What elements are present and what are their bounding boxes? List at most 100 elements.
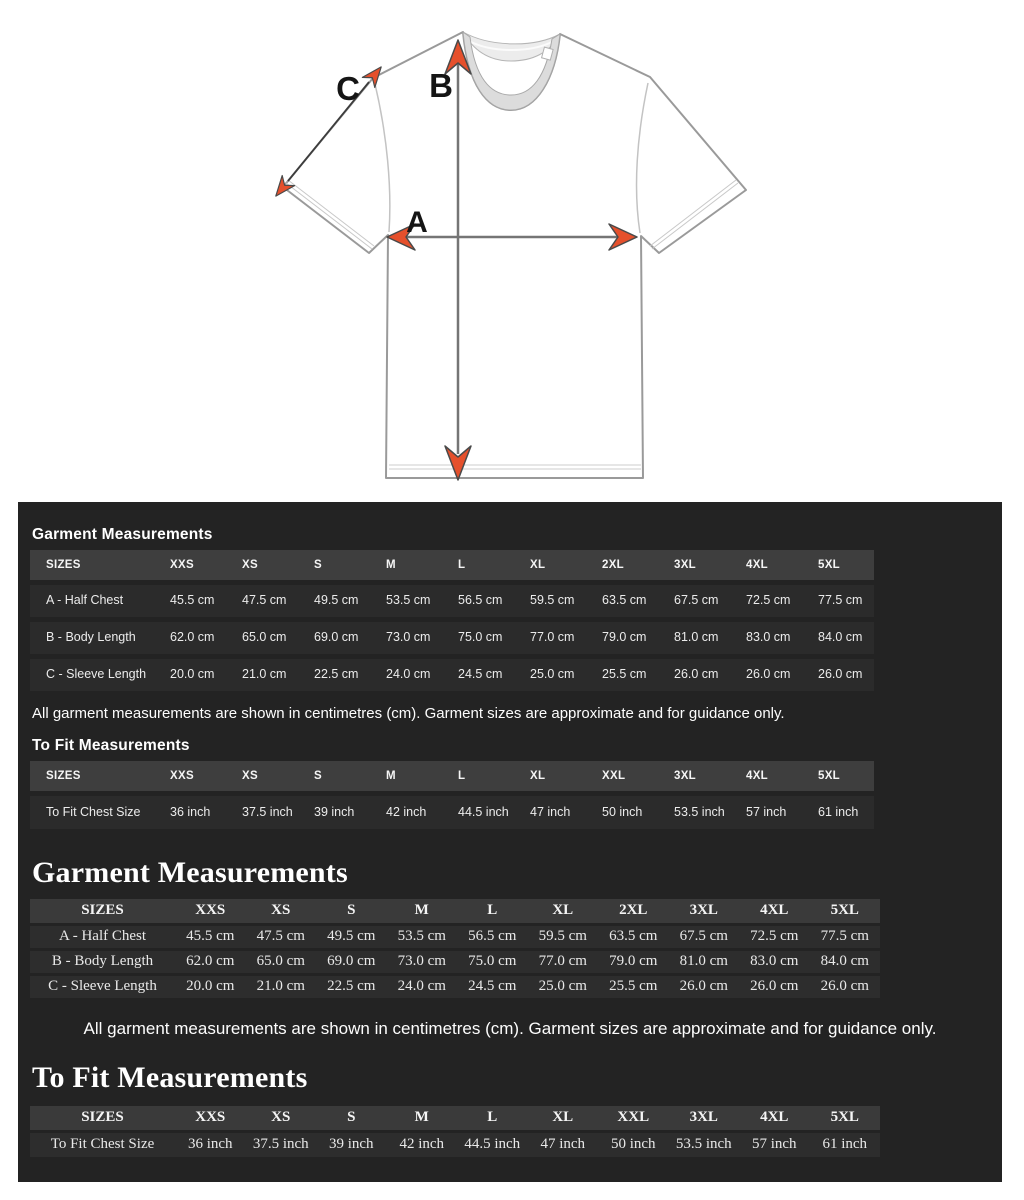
column-header: 2XL	[598, 899, 669, 923]
table-cell: 47.5 cm	[226, 585, 298, 617]
tshirt-measurement-diagram: A B C	[0, 0, 1024, 502]
table-cell: 75.0 cm	[442, 622, 514, 654]
table-cell: 25.5 cm	[598, 976, 669, 998]
table-cell: 57 inch	[739, 1133, 810, 1157]
table-cell: 75.0 cm	[457, 951, 528, 973]
table-row: A - Half Chest 45.5 cm 47.5 cm 49.5 cm 53.5 …	[30, 926, 880, 948]
row-label: B - Body Length	[30, 951, 175, 973]
table-cell: 67.5 cm	[668, 926, 739, 948]
table-cell: 26.0 cm	[802, 659, 874, 691]
column-header: M	[386, 1106, 457, 1130]
table-cell: 62.0 cm	[175, 951, 246, 973]
size-chart-panel: Garment Measurements SIZES XXS XS S M L XL 2XL 3…	[18, 502, 1002, 1182]
row-label: C - Sleeve Length	[30, 659, 154, 691]
table-cell: 69.0 cm	[298, 622, 370, 654]
measurement-label-b: B	[429, 67, 453, 104]
arrowhead-a-right	[608, 223, 638, 251]
row-label: B - Body Length	[30, 622, 154, 654]
garment-measurements-table-large: SIZES XXS XS S M L XL 2XL 3XL 4XL 5XL A - Half Ches…	[30, 896, 880, 1001]
table-cell: 57 inch	[730, 796, 802, 829]
column-header: XS	[226, 761, 298, 791]
column-header: M	[370, 550, 442, 580]
arrowhead-c-bottom	[275, 174, 296, 197]
table-cell: 83.0 cm	[739, 951, 810, 973]
tshirt-diagram-svg: A B C	[275, 30, 747, 481]
table-cell: 79.0 cm	[586, 622, 658, 654]
column-header: 3XL	[658, 761, 730, 791]
table-cell: 63.5 cm	[598, 926, 669, 948]
header-row: SIZES XXS XS S M L XL XXL 3XL 4XL 5XL	[30, 761, 874, 791]
table-cell: 21.0 cm	[245, 976, 316, 998]
table-cell: 81.0 cm	[668, 951, 739, 973]
table-cell: 26.0 cm	[809, 976, 880, 998]
column-header: XS	[245, 1106, 316, 1130]
table-cell: 59.5 cm	[527, 926, 598, 948]
collar-back-stitch	[468, 40, 555, 51]
arrowhead-a-left	[386, 223, 416, 251]
column-header: 5XL	[809, 899, 880, 923]
table-row: C - Sleeve Length 20.0 cm 21.0 cm 22.5 cm 24…	[30, 976, 880, 998]
table-cell: 62.0 cm	[154, 622, 226, 654]
table-cell: 49.5 cm	[298, 585, 370, 617]
column-header: XL	[527, 1106, 598, 1130]
measurement-line-c	[287, 81, 370, 182]
table-cell: 47 inch	[527, 1133, 598, 1157]
table-cell: 37.5 inch	[226, 796, 298, 829]
table-cell: 53.5 cm	[386, 926, 457, 948]
column-header: 4XL	[739, 899, 810, 923]
column-header: 3XL	[658, 550, 730, 580]
table-cell: 24.5 cm	[457, 976, 528, 998]
table-cell: 42 inch	[386, 1133, 457, 1157]
column-header: 4XL	[730, 761, 802, 791]
armhole-seam-left	[374, 83, 391, 233]
table-cell: 24.0 cm	[386, 976, 457, 998]
column-header: L	[442, 550, 514, 580]
row-label: A - Half Chest	[30, 585, 154, 617]
table-cell: 39 inch	[316, 1133, 387, 1157]
column-header: SIZES	[30, 761, 154, 791]
table-row: To Fit Chest Size 36 inch 37.5 inch 39 inch…	[30, 1133, 880, 1157]
table-cell: 44.5 inch	[442, 796, 514, 829]
table-cell: 79.0 cm	[598, 951, 669, 973]
table-row: A - Half Chest 45.5 cm 47.5 cm 49.5 cm 53.5 …	[30, 585, 874, 617]
column-header: XXS	[154, 761, 226, 791]
column-header: L	[442, 761, 514, 791]
table-cell: 65.0 cm	[226, 622, 298, 654]
column-header: 2XL	[586, 550, 658, 580]
column-header: XL	[527, 899, 598, 923]
table-cell: 77.5 cm	[809, 926, 880, 948]
table-cell: 24.0 cm	[370, 659, 442, 691]
table-cell: 83.0 cm	[730, 622, 802, 654]
table-row: B - Body Length 62.0 cm 65.0 cm 69.0 cm 73.0…	[30, 951, 880, 973]
column-header: XXL	[586, 761, 658, 791]
table-cell: 56.5 cm	[457, 926, 528, 948]
table-cell: 49.5 cm	[316, 926, 387, 948]
measurement-label-a: A	[406, 206, 428, 239]
table-cell: 42 inch	[370, 796, 442, 829]
column-header: SIZES	[30, 550, 154, 580]
table-cell: 26.0 cm	[730, 659, 802, 691]
table-cell: 84.0 cm	[802, 622, 874, 654]
table-cell: 72.5 cm	[730, 585, 802, 617]
column-header: L	[457, 1106, 528, 1130]
table-cell: 63.5 cm	[586, 585, 658, 617]
to-fit-measurements-heading: To Fit Measurements	[32, 737, 190, 754]
header-row: SIZES XXS XS S M L XL 2XL 3XL 4XL 5XL	[30, 550, 874, 580]
table-cell: 47 inch	[514, 796, 586, 829]
table-cell: 24.5 cm	[442, 659, 514, 691]
table-cell: 81.0 cm	[658, 622, 730, 654]
table-cell: 39 inch	[298, 796, 370, 829]
size-chart-section-compact: Garment Measurements SIZES XXS XS S M L XL 2XL 3…	[30, 526, 990, 834]
column-header: M	[386, 899, 457, 923]
table-cell: 77.0 cm	[527, 951, 598, 973]
column-header: XXS	[154, 550, 226, 580]
table-cell: 22.5 cm	[298, 659, 370, 691]
cuff-stitch-right	[649, 179, 739, 250]
table-row: C - Sleeve Length 20.0 cm 21.0 cm 22.5 cm 24…	[30, 659, 874, 691]
table-cell: 36 inch	[175, 1133, 246, 1157]
column-header: SIZES	[30, 1106, 175, 1130]
garment-measurements-heading-large: Garment Measurements	[32, 856, 348, 889]
column-header: XL	[514, 761, 586, 791]
row-label: To Fit Chest Size	[30, 796, 154, 829]
table-cell: 36 inch	[154, 796, 226, 829]
